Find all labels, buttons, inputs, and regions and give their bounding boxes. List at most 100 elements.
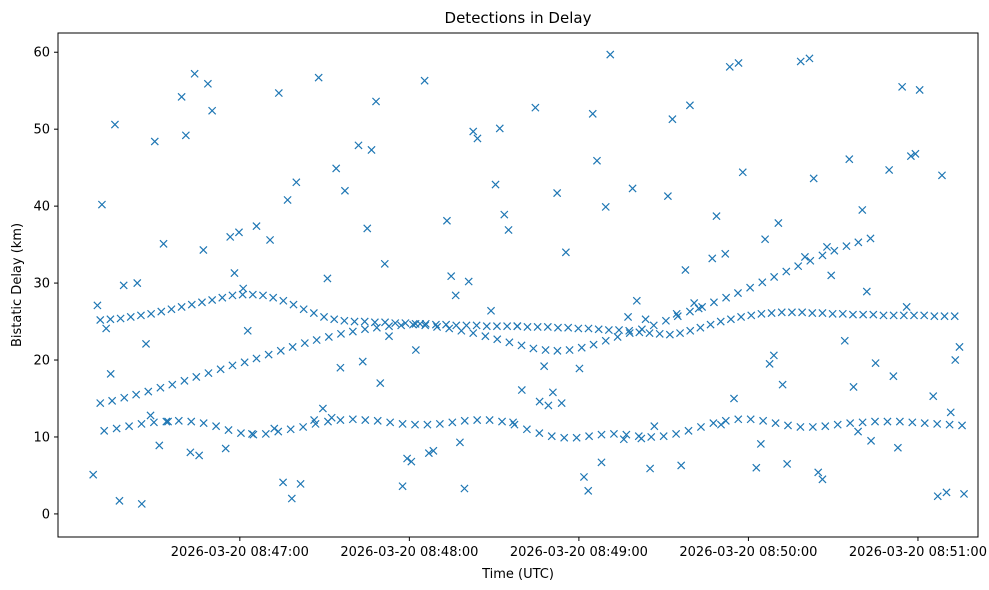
data-point bbox=[798, 308, 807, 317]
data-point bbox=[452, 321, 461, 330]
data-point bbox=[920, 311, 929, 320]
data-point bbox=[767, 309, 776, 318]
data-point bbox=[867, 436, 876, 445]
data-point bbox=[574, 324, 583, 333]
data-point bbox=[505, 338, 514, 347]
data-point bbox=[482, 322, 491, 331]
data-point bbox=[289, 300, 298, 309]
data-point bbox=[120, 393, 129, 402]
data-point bbox=[361, 416, 370, 425]
data-point bbox=[597, 458, 606, 467]
data-point bbox=[350, 317, 359, 326]
data-point bbox=[323, 274, 332, 283]
y-tick-label: 0 bbox=[42, 507, 50, 522]
data-point bbox=[236, 429, 245, 438]
data-point bbox=[234, 228, 244, 237]
data-point bbox=[266, 235, 275, 245]
data-point bbox=[381, 318, 390, 327]
data-point bbox=[324, 332, 333, 341]
data-point bbox=[553, 323, 563, 332]
data-point bbox=[102, 324, 111, 333]
data-point bbox=[655, 329, 664, 338]
data-point bbox=[854, 427, 863, 436]
data-point bbox=[424, 449, 433, 458]
data-point bbox=[809, 174, 818, 183]
data-point bbox=[565, 345, 574, 355]
y-tick-label: 30 bbox=[33, 277, 50, 292]
data-point bbox=[93, 301, 102, 310]
data-point bbox=[403, 454, 412, 463]
data-point bbox=[125, 422, 134, 431]
data-point bbox=[535, 429, 544, 438]
data-point bbox=[685, 307, 694, 316]
x-axis-label: Time (UTC) bbox=[481, 567, 554, 582]
data-point bbox=[665, 330, 674, 339]
data-point bbox=[721, 249, 730, 258]
data-point bbox=[299, 422, 308, 431]
data-point bbox=[504, 225, 513, 235]
data-point bbox=[258, 291, 268, 300]
data-point bbox=[738, 168, 747, 177]
data-point bbox=[473, 416, 482, 425]
series-clutter bbox=[89, 50, 969, 508]
data-point bbox=[517, 341, 526, 350]
data-point bbox=[822, 242, 831, 251]
data-point bbox=[270, 424, 279, 433]
data-point bbox=[746, 283, 755, 292]
data-point bbox=[716, 420, 726, 429]
data-point bbox=[398, 482, 407, 491]
data-point bbox=[462, 321, 471, 330]
data-point bbox=[464, 277, 473, 286]
data-point bbox=[486, 306, 496, 315]
data-point bbox=[572, 433, 581, 442]
data-point bbox=[677, 461, 686, 470]
data-point bbox=[517, 386, 526, 395]
y-tick-label: 50 bbox=[33, 123, 50, 138]
data-point bbox=[733, 289, 742, 298]
data-point bbox=[833, 420, 842, 429]
data-point bbox=[659, 432, 668, 441]
data-point bbox=[672, 429, 681, 438]
data-point bbox=[247, 429, 256, 438]
data-point bbox=[899, 311, 908, 320]
data-point bbox=[112, 424, 121, 433]
data-point bbox=[137, 499, 146, 508]
data-point bbox=[889, 372, 898, 381]
data-point bbox=[208, 106, 217, 115]
data-point bbox=[360, 325, 370, 334]
data-point bbox=[264, 350, 273, 359]
data-point bbox=[133, 279, 142, 288]
data-point bbox=[553, 346, 562, 355]
data-point bbox=[411, 345, 420, 355]
data-point bbox=[187, 300, 196, 309]
data-point bbox=[883, 417, 892, 426]
data-point bbox=[261, 429, 270, 438]
data-point bbox=[340, 186, 349, 195]
data-point bbox=[544, 401, 553, 410]
data-point bbox=[619, 435, 628, 444]
data-point bbox=[827, 271, 836, 280]
data-point bbox=[384, 332, 394, 341]
data-point bbox=[920, 419, 929, 428]
data-point bbox=[136, 311, 145, 320]
data-point bbox=[911, 149, 920, 158]
data-point bbox=[585, 432, 594, 441]
data-point bbox=[240, 358, 249, 367]
data-point bbox=[721, 416, 730, 425]
data-point bbox=[895, 417, 904, 426]
data-point bbox=[370, 318, 379, 327]
data-point bbox=[632, 296, 641, 305]
data-point bbox=[613, 332, 622, 341]
data-point bbox=[330, 315, 339, 324]
data-point bbox=[592, 156, 601, 165]
data-point bbox=[451, 291, 460, 300]
data-point bbox=[491, 180, 500, 189]
data-point bbox=[909, 311, 919, 320]
data-point bbox=[159, 239, 168, 248]
data-point bbox=[492, 322, 501, 331]
data-point bbox=[771, 419, 780, 428]
data-point bbox=[531, 103, 540, 112]
data-point bbox=[712, 212, 721, 221]
data-point bbox=[543, 322, 552, 331]
data-point bbox=[770, 272, 779, 281]
